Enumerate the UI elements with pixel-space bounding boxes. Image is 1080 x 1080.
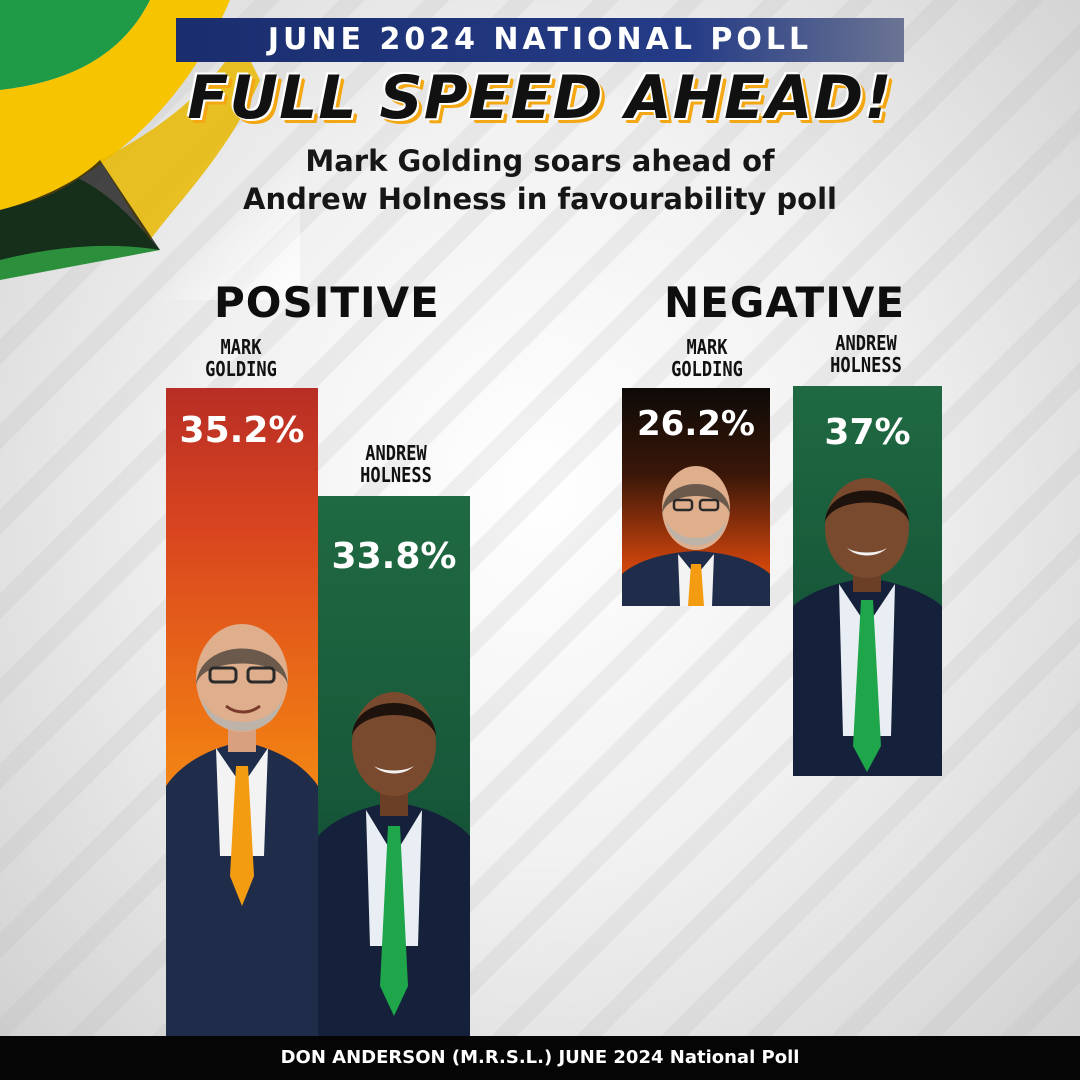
negative-holness-value-label: 37%	[824, 412, 911, 453]
positive-golding-name: MARK GOLDING	[203, 336, 280, 380]
holness-portrait-large	[793, 478, 942, 776]
negative-golding-value-label: 26.2%	[637, 404, 755, 444]
holness-portrait	[318, 692, 470, 1036]
subhead-line-1: Mark Golding soars ahead of	[305, 144, 775, 178]
positive-holness-name-line-2: HOLNESS	[360, 463, 432, 487]
positive-holness-bar: 33.8%	[318, 496, 470, 1036]
positive-golding-name-line-1: MARK	[220, 335, 262, 359]
negative-holness-name: ANDREW HOLNESS	[822, 332, 910, 376]
source-footer: DON ANDERSON (M.R.S.L.) JUNE 2024 Nation…	[0, 1036, 1080, 1080]
positive-holness-value-label: 33.8%	[331, 536, 457, 577]
subhead-line-2: Andrew Holness in favourability poll	[243, 182, 837, 216]
negative-holness-name-line-1: ANDREW	[835, 331, 897, 355]
negative-holness-name-line-2: HOLNESS	[830, 353, 902, 377]
subhead: Mark Golding soars ahead of Andrew Holne…	[0, 142, 1080, 218]
negative-golding-name-line-1: MARK	[686, 335, 728, 359]
negative-golding-bar: 26.2%	[622, 388, 770, 606]
positive-golding-name-line-2: GOLDING	[205, 357, 277, 381]
positive-chart-title: POSITIVE	[214, 278, 440, 327]
golding-portrait-small	[622, 466, 770, 606]
negative-golding-name: MARK GOLDING	[660, 336, 754, 380]
poll-banner: JUNE 2024 NATIONAL POLL	[176, 18, 904, 62]
negative-golding-name-line-2: GOLDING	[671, 357, 743, 381]
positive-golding-value-label: 35.2%	[179, 410, 305, 451]
positive-holness-name: ANDREW HOLNESS	[354, 442, 439, 486]
headline: FULL SPEED AHEAD!	[187, 63, 893, 133]
jamaica-flag-graphic	[0, 0, 300, 300]
positive-golding-bar: 35.2%	[166, 388, 318, 1036]
positive-holness-name-line-1: ANDREW	[365, 441, 427, 465]
negative-holness-bar: 37%	[793, 386, 942, 776]
golding-portrait	[166, 624, 318, 1036]
negative-chart-title: NEGATIVE	[664, 278, 906, 327]
